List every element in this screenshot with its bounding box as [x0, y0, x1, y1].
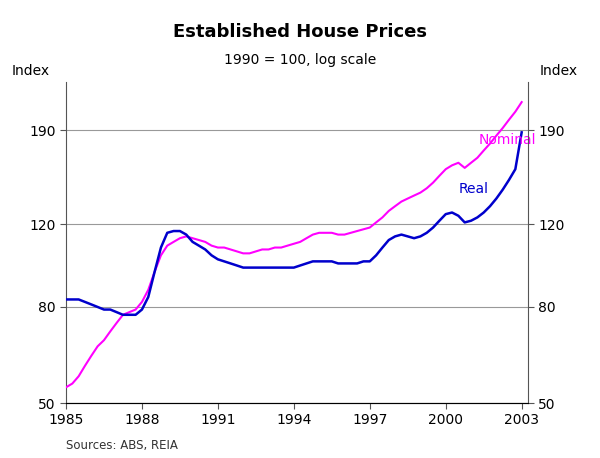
Text: Established House Prices: Established House Prices [173, 23, 427, 41]
Text: Sources: ABS, REIA: Sources: ABS, REIA [66, 439, 178, 452]
Text: Nominal: Nominal [479, 133, 536, 147]
Text: Index: Index [12, 64, 50, 78]
Text: Index: Index [540, 64, 578, 78]
Text: 1990 = 100, log scale: 1990 = 100, log scale [224, 53, 376, 66]
Text: Real: Real [458, 181, 488, 196]
